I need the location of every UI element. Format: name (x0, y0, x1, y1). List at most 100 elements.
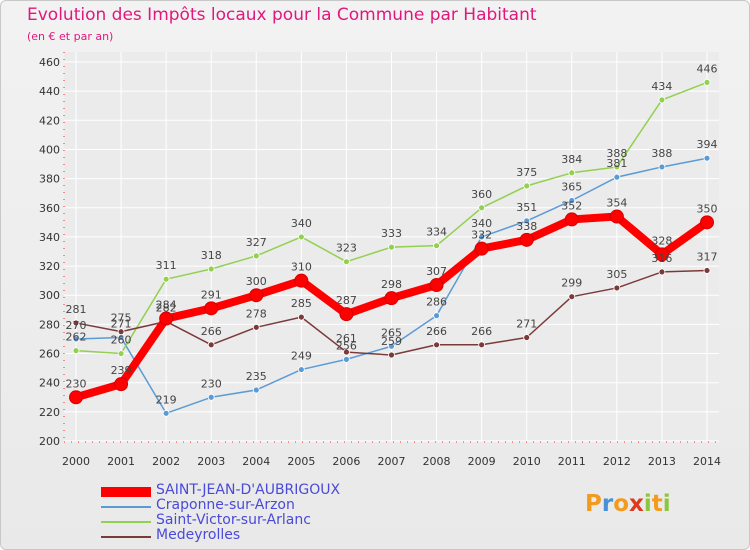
data-label-2: 318 (201, 249, 222, 262)
data-point-2 (658, 96, 666, 104)
data-point-1 (162, 409, 170, 417)
data-label-2: 340 (291, 217, 312, 230)
data-point-0 (339, 307, 354, 322)
data-point-3 (703, 267, 711, 274)
data-point-3 (613, 284, 621, 292)
data-point-3 (72, 319, 80, 327)
data-point-0 (474, 241, 489, 256)
legend-label-craponne: Craponne-sur-Arzon (156, 497, 295, 513)
data-label-1: 388 (651, 147, 672, 160)
data-label-2: 388 (606, 147, 627, 160)
data-point-3 (658, 268, 666, 276)
x-tick-label: 2000 (62, 455, 90, 468)
data-point-0 (654, 247, 669, 262)
data-point-2 (523, 182, 531, 190)
data-label-3: 266 (201, 325, 222, 338)
x-tick-label: 2001 (107, 455, 135, 468)
data-point-2 (72, 347, 80, 355)
legend-swatch-craponne (101, 506, 151, 508)
data-label-3: 259 (381, 335, 402, 348)
data-label-0: 350 (697, 202, 718, 215)
data-point-2 (207, 265, 215, 273)
logo-letter: P (585, 491, 602, 517)
data-label-2: 384 (561, 153, 582, 166)
data-point-0 (69, 390, 83, 405)
data-point-2 (297, 233, 305, 241)
logo-letter: o (613, 491, 630, 517)
data-label-2: 260 (111, 334, 132, 347)
data-label-2: 262 (66, 331, 87, 344)
data-label-1: 365 (561, 180, 582, 193)
data-label-3: 282 (156, 301, 177, 314)
data-label-2: 360 (471, 188, 492, 201)
data-label-1: 286 (426, 296, 447, 309)
x-tick-label: 2011 (558, 455, 586, 468)
data-point-2 (117, 350, 125, 357)
data-label-0: 354 (606, 197, 627, 210)
data-point-0 (519, 232, 534, 247)
data-label-1: 381 (606, 157, 627, 170)
chart-title: Evolution des Impôts locaux pour la Comm… (27, 5, 537, 25)
legend-swatch-saint-victor (101, 521, 151, 523)
data-label-3: 266 (426, 325, 447, 338)
data-point-0 (204, 301, 219, 316)
data-point-0 (114, 377, 129, 392)
data-label-0: 307 (426, 265, 447, 278)
data-point-0 (159, 311, 174, 326)
data-label-1: 265 (381, 326, 402, 339)
data-point-1 (207, 393, 215, 401)
y-tick-label: 260 (39, 348, 60, 361)
data-label-2: 333 (381, 227, 402, 240)
data-label-3: 316 (651, 252, 672, 265)
data-label-2: 375 (516, 166, 537, 179)
data-label-2: 323 (336, 242, 357, 255)
data-label-0: 310 (291, 261, 312, 274)
y-tick-label: 340 (39, 231, 60, 244)
data-point-3 (207, 341, 215, 349)
data-point-0 (294, 273, 309, 288)
data-label-1: 230 (201, 377, 222, 390)
y-tick-label: 400 (39, 143, 60, 156)
data-label-3: 271 (516, 318, 537, 331)
x-tick-label: 2005 (287, 455, 315, 468)
y-tick-label: 300 (39, 289, 60, 302)
y-tick-label: 220 (39, 406, 60, 419)
logo-letter: i (662, 491, 671, 517)
chart-subtitle: (en € et par an) (27, 30, 114, 43)
logo-letter: t (651, 491, 663, 517)
data-label-1: 219 (156, 393, 177, 406)
x-tick-label: 2008 (423, 455, 451, 468)
data-point-3 (343, 348, 350, 356)
y-tick-label: 420 (39, 114, 60, 127)
data-label-0: 332 (471, 229, 492, 242)
data-label-3: 299 (561, 277, 582, 290)
data-point-0 (384, 291, 399, 306)
data-point-3 (568, 293, 576, 301)
data-label-1: 340 (471, 217, 492, 230)
data-label-3: 278 (246, 307, 267, 320)
x-tick-label: 2012 (603, 455, 631, 468)
data-point-3 (388, 351, 395, 359)
x-tick-label: 2007 (378, 455, 406, 468)
data-point-1 (433, 312, 440, 320)
data-point-1 (343, 355, 350, 363)
data-label-1: 256 (336, 339, 357, 352)
x-tick-label: 2004 (242, 455, 270, 468)
legend-label-saint-victor: Saint-Victor-sur-Arlanc (156, 512, 311, 528)
data-label-1: 249 (291, 350, 312, 363)
data-label-0: 298 (381, 278, 402, 291)
y-tick-label: 280 (39, 318, 60, 331)
x-tick-label: 2003 (197, 455, 225, 468)
legend-label-saint-jean: SAINT-JEAN-D'AUBRIGOUX (156, 482, 341, 498)
data-point-2 (162, 275, 170, 283)
y-tick-label: 200 (39, 435, 60, 448)
data-point-3 (252, 323, 260, 331)
data-point-3 (117, 328, 125, 336)
data-label-3: 317 (697, 250, 718, 263)
data-point-0 (249, 288, 264, 303)
data-label-0: 239 (111, 364, 132, 377)
data-point-3 (478, 341, 486, 349)
y-tick-label: 240 (39, 377, 60, 390)
legend-swatch-medeyrolles (101, 536, 151, 538)
